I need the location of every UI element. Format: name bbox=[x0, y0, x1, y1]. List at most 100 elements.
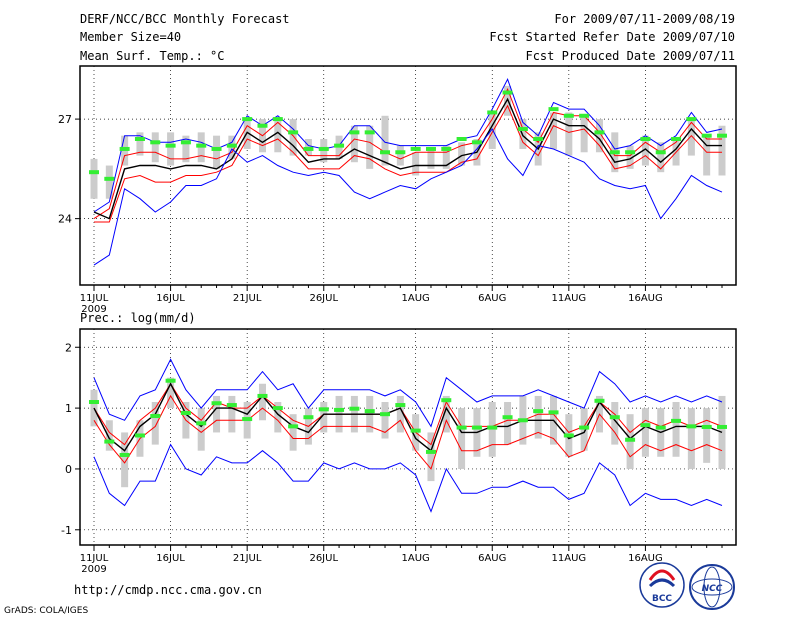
ensemble-mode-marker bbox=[625, 150, 636, 155]
y-tick-label: -1 bbox=[61, 524, 72, 537]
ensemble-box bbox=[504, 402, 512, 445]
ensemble-box bbox=[703, 135, 711, 176]
ensemble-box bbox=[672, 402, 680, 457]
ensemble-mode-marker bbox=[272, 117, 283, 122]
ensemble-box bbox=[396, 145, 404, 166]
x-tick-label: 21JUL bbox=[233, 553, 262, 564]
start-date: Fcst Started Refer Date 2009/07/10 bbox=[489, 30, 735, 44]
plot-frame bbox=[79, 65, 737, 286]
ensemble-mode-marker bbox=[242, 417, 253, 422]
precip-panel-title: Prec.: log(mm/d) bbox=[80, 311, 196, 325]
ensemble-mode-marker bbox=[701, 424, 712, 429]
ensemble-box bbox=[274, 119, 282, 153]
ensemble-box bbox=[442, 395, 450, 433]
ensemble-box bbox=[641, 408, 649, 457]
footer-url[interactable]: http://cmdp.ncc.cma.gov.cn bbox=[74, 583, 262, 597]
ensemble-box bbox=[534, 395, 542, 439]
ensemble-mode-marker bbox=[349, 130, 360, 135]
ensemble-box bbox=[611, 402, 619, 445]
ensemble-mode-marker bbox=[548, 410, 559, 415]
bcc-logo: BCC bbox=[639, 562, 685, 608]
ensemble-mode-marker bbox=[303, 146, 314, 151]
ensemble-mode-marker bbox=[517, 418, 528, 423]
x-tick-label: 1AUG bbox=[402, 293, 430, 304]
ensemble-box bbox=[151, 402, 159, 445]
ensemble-box bbox=[366, 125, 374, 169]
temperature-panel: 24 27 11JUL 16JUL 21JUL 26JUL 1AUG 6AUG 11AUG 16A… bbox=[58, 65, 737, 315]
ensemble-box bbox=[167, 132, 175, 166]
x-tick-label: 6AUG bbox=[478, 553, 506, 564]
ensemble-box bbox=[657, 142, 665, 173]
ensemble-box bbox=[703, 408, 711, 463]
ensemble-mode-marker bbox=[640, 423, 651, 428]
x-tick-label: 26JUL bbox=[309, 553, 338, 564]
ensemble-mode-marker bbox=[671, 137, 682, 141]
ensemble-mode-marker bbox=[579, 113, 590, 118]
ensemble-mode-marker bbox=[441, 398, 452, 403]
ensemble-mode-marker bbox=[717, 133, 727, 138]
ensemble-mode-marker bbox=[655, 150, 666, 155]
x-tick-label: 11AUG bbox=[552, 293, 587, 304]
ensemble-mode-marker bbox=[180, 410, 191, 415]
ensemble-box bbox=[550, 112, 558, 149]
ensemble-mode-marker bbox=[517, 127, 528, 132]
series-line-mean bbox=[93, 97, 722, 220]
ensemble-mode-marker bbox=[533, 409, 544, 414]
ensemble-mode-marker bbox=[165, 378, 176, 383]
ensemble-mode-marker bbox=[456, 137, 467, 141]
ensemble-mode-marker bbox=[89, 400, 99, 405]
ensemble-box bbox=[182, 135, 190, 163]
ensemble-mode-marker bbox=[548, 107, 559, 112]
ensemble-mode-marker bbox=[165, 143, 176, 148]
ensemble-box bbox=[580, 115, 588, 153]
x-tick-label: 11JUL bbox=[80, 293, 109, 304]
series-line-lower bbox=[94, 104, 722, 223]
ensemble-mode-marker bbox=[380, 150, 391, 155]
ensemble-box bbox=[90, 389, 98, 427]
x-tick-label: 6AUG bbox=[478, 293, 506, 304]
x-tick-label: 16AUG bbox=[628, 293, 663, 304]
ensemble-mode-marker bbox=[104, 176, 115, 181]
ensemble-box bbox=[565, 112, 573, 156]
ensemble-mode-marker bbox=[502, 415, 513, 420]
x-tick-label: 11JUL bbox=[80, 553, 109, 564]
year-label: 2009 bbox=[81, 564, 106, 575]
series-line-min bbox=[93, 128, 723, 266]
ensemble-mode-marker bbox=[686, 117, 697, 122]
ensemble-mode-marker bbox=[318, 146, 329, 151]
ensemble-box bbox=[105, 165, 113, 199]
ensemble-box bbox=[412, 152, 420, 176]
ensemble-box bbox=[350, 125, 358, 163]
ensemble-mode-marker bbox=[487, 425, 498, 430]
ensemble-mode-marker bbox=[288, 130, 299, 135]
ensemble-mode-marker bbox=[364, 130, 375, 135]
ensemble-box bbox=[258, 383, 266, 421]
ensemble-box bbox=[121, 432, 129, 488]
ensemble-mode-marker bbox=[533, 137, 544, 141]
ensemble-box bbox=[396, 395, 404, 433]
member-size: Member Size=40 bbox=[80, 30, 181, 44]
ensemble-box bbox=[687, 408, 695, 469]
ensemble-box bbox=[718, 395, 726, 469]
ensemble-box bbox=[213, 135, 221, 169]
ensemble-mode-marker bbox=[180, 140, 191, 145]
forecast-period: For 2009/07/11-2009/08/19 bbox=[554, 12, 735, 26]
ensemble-box bbox=[289, 119, 297, 156]
ensemble-box bbox=[488, 112, 496, 149]
x-tick-label: 16JUL bbox=[156, 553, 185, 564]
ensemble-box bbox=[320, 402, 328, 433]
variable-label: Mean Surf. Temp.: °C bbox=[80, 49, 225, 63]
ensemble-box bbox=[243, 119, 251, 149]
ensemble-mode-marker bbox=[89, 170, 99, 175]
ensemble-mode-marker bbox=[257, 123, 268, 128]
ensemble-mode-marker bbox=[686, 424, 697, 429]
ensemble-box bbox=[381, 402, 389, 439]
ensemble-mode-marker bbox=[119, 146, 130, 151]
ensemble-mode-marker bbox=[226, 403, 237, 408]
x-tick-label: 26JUL bbox=[309, 293, 338, 304]
ensemble-box bbox=[427, 148, 435, 169]
ensemble-mode-marker bbox=[150, 140, 161, 145]
ensemble-mode-marker bbox=[349, 406, 360, 411]
ensemble-mode-marker bbox=[640, 137, 651, 141]
